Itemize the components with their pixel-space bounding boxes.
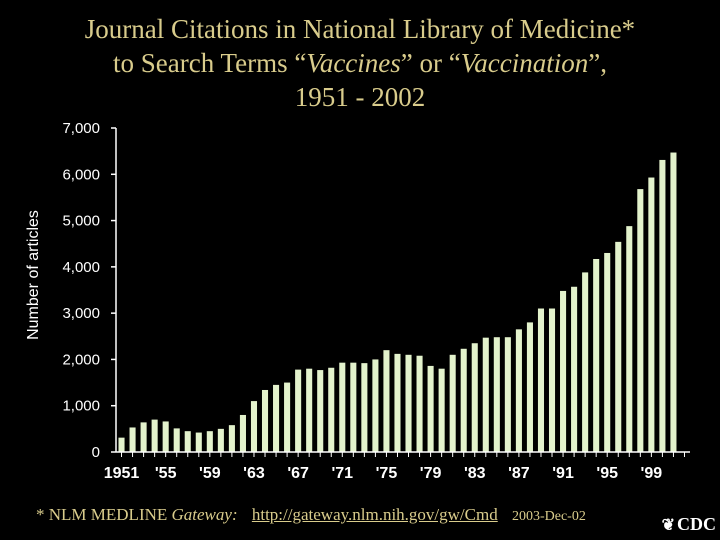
bar-1968: [306, 368, 313, 452]
bar-1978: [416, 355, 423, 452]
x-tick-label: '91: [552, 465, 574, 482]
footnote-date: 2003-Dec-02: [511, 509, 586, 524]
title-term-vaccines: Vaccines: [306, 48, 401, 78]
bar-1994: [593, 258, 600, 452]
title-text: ” or “: [400, 48, 461, 78]
bar-1953: [140, 422, 147, 452]
title-term-vaccination: Vaccination: [460, 48, 589, 78]
bar-1958: [195, 432, 202, 452]
bar-1966: [284, 382, 291, 452]
bar-series: [118, 152, 677, 452]
bar-1961: [228, 425, 235, 452]
x-axis-ticks: 1951 '55 '59 '63 '67 '71 '75 '79 '83 '87 '91 '95 '99: [104, 452, 685, 482]
title-line-1: Journal Citations in National Library of…: [84, 14, 636, 44]
bar-1987: [515, 329, 522, 452]
bar-1967: [295, 369, 302, 452]
bar-1986: [504, 337, 511, 452]
logo-text: CDC: [677, 514, 716, 534]
bar-1997: [626, 226, 633, 452]
bar-1969: [317, 370, 324, 452]
bar-1962: [239, 414, 246, 452]
bar-1995: [604, 252, 611, 452]
eagle-icon: ❦: [661, 517, 675, 534]
bar-1990: [548, 308, 556, 452]
bar-1975: [383, 350, 390, 452]
x-tick-label: '75: [376, 465, 398, 482]
x-tick-label: '79: [420, 465, 442, 482]
bar-1991: [560, 290, 567, 452]
bar-1980: [438, 368, 445, 452]
x-tick-label: 1951: [104, 465, 140, 482]
y-tick-label: 7,000: [62, 120, 100, 137]
bar-1976: [394, 353, 401, 452]
bar-1963: [250, 401, 258, 452]
y-tick-label: 2,000: [62, 351, 100, 368]
footnote: * NLM MEDLINE Gateway: http://gateway.nl…: [36, 505, 676, 525]
bar-1959: [206, 431, 213, 452]
y-axis-label: Number of articles: [25, 210, 42, 340]
cdc-logo: ❦ CDC: [660, 512, 716, 536]
x-tick-label: '63: [243, 465, 265, 482]
bar-1984: [482, 337, 489, 452]
y-tick-label: 0: [92, 444, 100, 461]
bar-1964: [261, 389, 269, 452]
bar-1992: [571, 286, 578, 452]
x-tick-label: '87: [508, 465, 530, 482]
bar-2000: [659, 159, 666, 452]
title-line-2: to Search Terms “Vaccines” or “Vaccinati…: [0, 46, 720, 80]
footnote-source: NLM: [48, 505, 87, 524]
bar-1952: [129, 427, 136, 452]
bar-1965: [273, 384, 280, 452]
bar-1973: [361, 363, 368, 452]
bar-1974: [372, 359, 379, 452]
bar-1988: [526, 322, 533, 452]
bar-1955: [162, 421, 169, 452]
x-tick-label: '83: [464, 465, 486, 482]
x-tick-label: '71: [331, 465, 353, 482]
footnote-source-sub: MEDLINE: [90, 505, 168, 524]
source-link[interactable]: http://gateway.nlm.nih.gov/gw/Cmd: [251, 505, 498, 524]
footnote-gateway: Gateway:: [171, 505, 238, 524]
bar-1983: [471, 343, 478, 452]
bar-1989: [537, 308, 545, 452]
title-text: to Search Terms “: [113, 48, 307, 78]
bar-1998: [637, 189, 644, 452]
bar-1979: [427, 365, 434, 452]
x-tick-label: '67: [287, 465, 309, 482]
y-tick-label: 4,000: [62, 259, 100, 276]
bar-1951: [118, 437, 125, 452]
bar-1957: [184, 431, 191, 452]
bar-1999: [648, 177, 655, 452]
x-tick-label: '99: [641, 465, 663, 482]
bar-1993: [582, 272, 589, 452]
y-axis-ticks: 0 1,000 2,000 3,000 4,000 5,000 6,000 7,000: [62, 120, 116, 461]
bar-1971: [339, 362, 346, 452]
bar-1972: [350, 362, 357, 452]
title-text: ”,: [588, 48, 607, 78]
bar-1977: [405, 354, 412, 452]
bar-1960: [217, 428, 224, 452]
bar-1981: [449, 354, 456, 452]
footnote-marker: *: [36, 505, 45, 524]
bar-1954: [151, 419, 158, 452]
bar-1985: [493, 337, 500, 452]
bar-1956: [173, 428, 180, 452]
x-tick-label: '55: [155, 465, 177, 482]
bar-1970: [328, 367, 335, 452]
bar-2001: [670, 152, 677, 452]
x-tick-label: '95: [596, 465, 618, 482]
y-tick-label: 6,000: [62, 166, 100, 183]
bar-1982: [460, 348, 467, 452]
y-tick-label: 1,000: [62, 398, 100, 415]
y-tick-label: 3,000: [62, 305, 100, 322]
title-line-3: 1951 - 2002: [294, 82, 426, 112]
bar-1996: [615, 241, 622, 452]
y-tick-label: 5,000: [62, 213, 100, 230]
chart-title: Journal Citations in National Library of…: [0, 12, 720, 114]
x-tick-label: '59: [199, 465, 221, 482]
